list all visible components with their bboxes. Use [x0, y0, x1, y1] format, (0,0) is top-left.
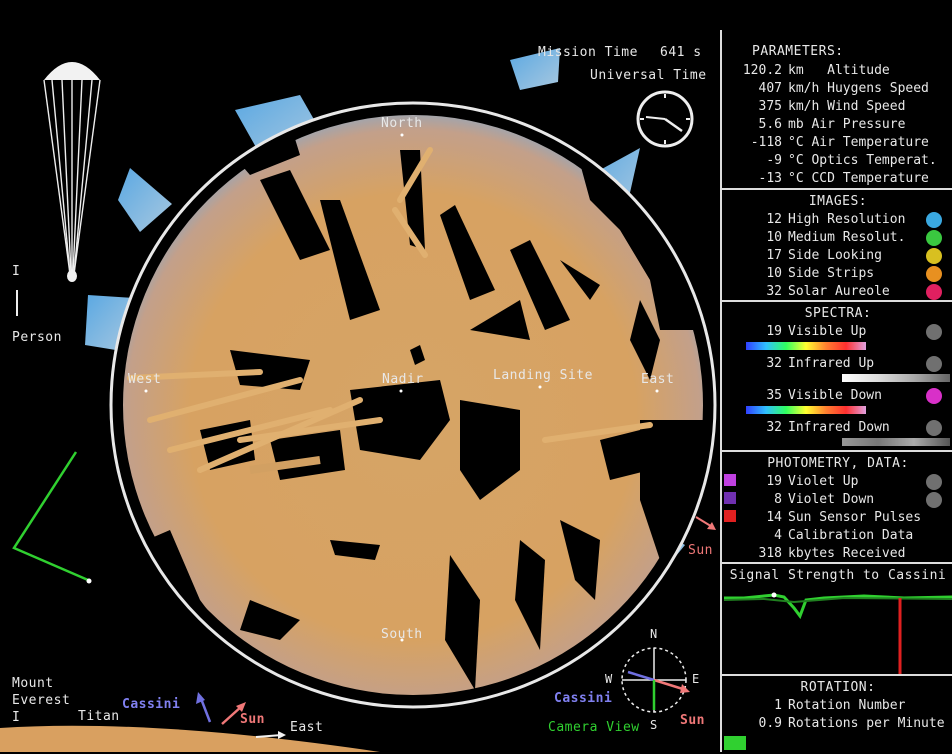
photometry-row: 14 Sun Sensor Pulses [722, 510, 952, 528]
sun-label-bottom: Sun [240, 712, 265, 727]
rotation-section: ROTATION: 1 Rotation Number 0.9 Rotations … [722, 674, 952, 754]
titan-label: Titan [78, 709, 120, 724]
infrared-up-spectrum [842, 374, 950, 382]
everest-marker: I [12, 710, 21, 725]
violet-up-swatch [724, 474, 736, 486]
clock-icon [636, 90, 694, 148]
images-row: 17 Side Looking [722, 248, 952, 266]
param-row: -118 °C Air Temperature [750, 135, 929, 150]
sun-direction-label: Sun [688, 543, 713, 558]
mini-compass [621, 647, 690, 713]
east-arrow-icon [255, 731, 286, 739]
photometry-row: 318 kbytes Received [758, 546, 906, 561]
spectra-row: 19 Visible Up [722, 324, 952, 342]
everest-label: Mount Everest [12, 676, 71, 708]
param-row: 407 km/h Huygens Speed [758, 81, 929, 96]
spectra-row: 32 Infrared Down [722, 420, 952, 438]
mission-time-label: Mission Time [538, 45, 638, 60]
titan-fisheye-view [85, 48, 717, 709]
sun-arrow-bottom-icon [221, 702, 246, 725]
photometry-section: PHOTOMETRY, DATA: 19 Violet Up 8 Violet Do… [722, 450, 952, 564]
rotation-indicator [724, 736, 746, 750]
camera-view-label: Camera View [548, 720, 640, 735]
telemetry-panel: PARAMETERS: 120.2 km Altitude 407 km/h Huy… [720, 30, 952, 752]
south-label: South [381, 627, 423, 642]
mission-time-value: 641 s [660, 45, 702, 60]
param-row: 120.2 km Altitude [742, 63, 890, 78]
violet-up-dot [926, 474, 942, 490]
mini-compass-e: E [692, 672, 700, 686]
param-row: 375 km/h Wind Speed [758, 99, 906, 114]
visible-down-spectrum [746, 406, 866, 414]
spectra-section: SPECTRA: 19 Visible Up 32 Infrared Up 35 Vi… [722, 300, 952, 450]
descent-trajectory [12, 451, 92, 584]
signal-section: Signal Strength to Cassini [722, 562, 952, 674]
visible-up-spectrum [746, 342, 866, 350]
north-label: North [381, 116, 423, 131]
violet-down-dot [926, 492, 942, 508]
east-label-bottom: East [290, 720, 324, 735]
parameters-title: PARAMETERS: [752, 44, 844, 59]
infrared-down-spectrum [842, 438, 950, 446]
parameters-section: PARAMETERS: 120.2 km Altitude 407 km/h Huy… [722, 38, 952, 188]
images-row: 32 Solar Aureole [722, 284, 952, 302]
visible-up-dot [926, 324, 942, 340]
rotation-title: ROTATION: [800, 680, 876, 695]
photometry-title: PHOTOMETRY, DATA: [767, 456, 909, 471]
images-row: 12 High Resolution [722, 212, 952, 230]
person-scale-line [16, 290, 18, 316]
photometry-row: 19 Violet Up [722, 474, 952, 492]
landing-site-label: Landing Site [493, 368, 593, 383]
signal-strength-plot [724, 592, 952, 674]
images-title: IMAGES: [808, 194, 868, 209]
person-marker: I [12, 264, 21, 279]
titan-surface [0, 725, 380, 752]
mini-compass-cassini: Cassini [554, 691, 613, 706]
rotation-row: 0.9 Rotations per Minute [758, 716, 945, 731]
signal-title: Signal Strength to Cassini [729, 568, 947, 583]
cassini-arrow-icon [196, 692, 212, 723]
east-label: East [641, 372, 675, 387]
medium-resolution-dot [926, 230, 942, 246]
mini-compass-w: W [605, 672, 613, 686]
violet-down-swatch [724, 492, 736, 504]
nadir-label: Nadir [382, 372, 424, 387]
infrared-down-dot [926, 420, 942, 436]
spectra-title: SPECTRA: [804, 306, 872, 321]
visible-down-dot [926, 388, 942, 404]
direction-markers [144, 133, 659, 642]
sun-sensor-swatch [724, 510, 736, 522]
images-row: 10 Side Strips [722, 266, 952, 284]
param-row: 5.6 mb Air Pressure [758, 117, 906, 132]
spectra-row: 35 Visible Down [722, 388, 952, 406]
high-resolution-dot [926, 212, 942, 228]
rotation-row: 1 Rotation Number [774, 698, 906, 713]
photometry-row: 8 Violet Down [722, 492, 952, 510]
mini-compass-sun: Sun [680, 713, 705, 728]
universal-time-label: Universal Time [590, 68, 707, 83]
parachute-icon [43, 62, 101, 282]
photometry-row: 4 Calibration Data [774, 528, 914, 543]
mini-compass-s: S [650, 718, 658, 732]
spectra-row: 32 Infrared Up [722, 356, 952, 374]
west-label: West [128, 372, 162, 387]
infrared-up-dot [926, 356, 942, 372]
side-strips-dot [926, 266, 942, 282]
cassini-label-bottom: Cassini [122, 697, 181, 712]
param-row: -9 °C Optics Temperat. [766, 153, 937, 168]
side-strips [127, 147, 653, 473]
mini-compass-n: N [650, 627, 658, 641]
sun-arrow-icon [695, 516, 716, 530]
view-circle [109, 101, 717, 709]
person-label: Person [12, 330, 62, 345]
images-row: 10 Medium Resolut. [722, 230, 952, 248]
param-row: -13 °C CCD Temperature [758, 171, 929, 186]
side-looking-dot [926, 248, 942, 264]
images-section: IMAGES: 12 High Resolution 10 Medium Resol… [722, 188, 952, 300]
solar-aureole-dot [926, 284, 942, 300]
